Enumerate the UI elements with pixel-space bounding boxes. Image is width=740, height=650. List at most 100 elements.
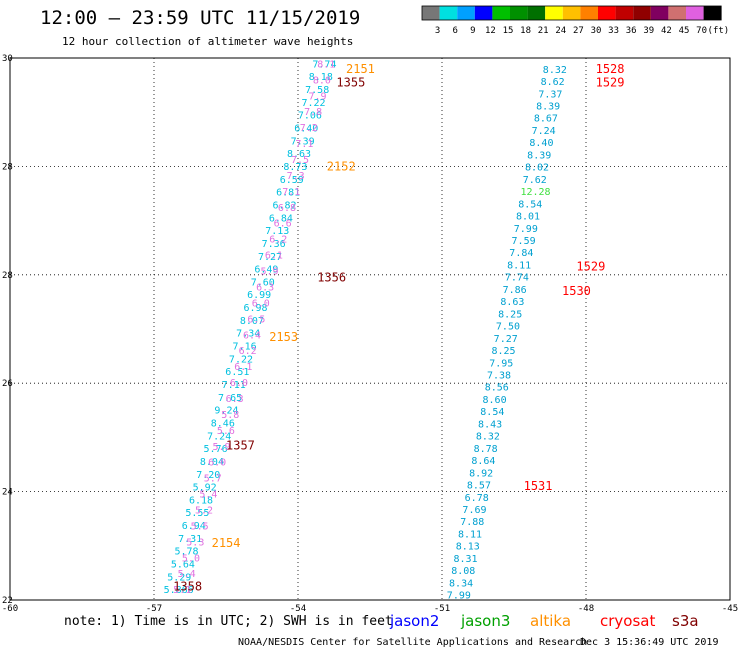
altika-swh-value: 7.58 — [305, 85, 329, 96]
legend-item-jason2: jason2 — [389, 612, 439, 630]
cryosat-swh-value: 8.54 — [518, 199, 542, 210]
cryosat-swh-value: 6.78 — [465, 493, 489, 504]
altika-swh-value: 6.59 — [280, 175, 304, 186]
cryosat-swh-value: 8.25 — [498, 309, 522, 320]
cryosat-swh-value: 7.99 — [514, 224, 538, 235]
colorbar-label: 30 — [591, 26, 602, 36]
colorbar-swatch — [474, 6, 493, 20]
cryosat-swh-value: 8.40 — [529, 138, 553, 149]
x-tick-label: -57 — [146, 604, 162, 614]
colorbar-label: 12 — [485, 26, 496, 36]
cryosat-swh-value: 8.11 — [507, 260, 531, 271]
colorbar-label: 3 — [435, 26, 440, 36]
altika-swh-value: 8.73 — [283, 162, 307, 173]
y-tick-label: 26 — [2, 379, 13, 389]
footer-timestamp: Dec 3 15:36:49 UTC 2019 — [580, 637, 718, 648]
altika-swh-value: 7.65 — [218, 393, 242, 404]
altika-swh-value: 7.60 — [251, 277, 275, 288]
y-tick-label: 22 — [2, 596, 13, 606]
cryosat-swh-value: 8.63 — [500, 297, 524, 308]
colorbar-swatch — [598, 6, 616, 20]
chart-subtitle: 12 hour collection of altimeter wave hei… — [62, 35, 353, 48]
cryosat-swh-value: 7.50 — [496, 322, 520, 333]
s3a-swh-value: 6.5 — [247, 314, 265, 325]
colorbar-swatch — [422, 6, 440, 20]
time-label: 2154 — [212, 536, 241, 550]
s3a-swh-value: 5.5 — [191, 521, 209, 532]
colorbar-label: 18 — [520, 26, 531, 36]
altika-swh-value: 5.92 — [193, 483, 217, 494]
altika-swh-value: 7.22 — [302, 98, 326, 109]
cryosat-swh-value: 8.13 — [456, 542, 480, 553]
altika-swh-value: 6.49 — [254, 265, 278, 276]
cryosat-swh-value: 8.78 — [474, 444, 498, 455]
altika-swh-value: 6.51 — [225, 367, 249, 378]
colorbar: 3 6 9 12 15 18 21 24 27 30 33 36 39 42 45 70 (ft) — [421, 5, 729, 36]
colorbar-label: 15 — [503, 26, 514, 36]
colorbar-label: 42 — [661, 26, 672, 36]
colorbar-swatch — [686, 6, 704, 20]
cryosat-swh-value: 7.37 — [538, 89, 562, 100]
footer-note: note: 1) Time is in UTC; 2) SWH is in fe… — [64, 614, 393, 629]
altika-swh-value: 7.13 — [265, 226, 289, 237]
s3a-swh-value: 7.9 — [308, 91, 326, 102]
colorbar-label: 33 — [608, 26, 619, 36]
x-tick-label: -51 — [434, 604, 450, 614]
colorbar-swatch — [580, 6, 598, 20]
altika-swh-value: 6.94 — [182, 521, 206, 532]
altika-swh-value: 7.24 — [207, 431, 231, 442]
time-label: 2151 — [346, 62, 375, 76]
altika-swh-value: 6.82 — [272, 200, 296, 211]
s3a-swh-value: 7.3 — [287, 171, 305, 182]
s3a-swh-value: 6.0 — [252, 298, 270, 309]
s3a-swh-value: 5.6 — [217, 426, 235, 437]
colorbar-label: 21 — [538, 26, 549, 36]
cryosat-swh-value: 7.59 — [512, 236, 536, 247]
altika-swh-value: 6.98 — [243, 303, 267, 314]
s3a-swh-value: 6.0 — [208, 458, 226, 469]
y-tick-label: 30 — [2, 54, 13, 64]
legend: jason2 jason3 altika cryosat s3a — [389, 612, 699, 630]
cryosat-swh-value: 8.64 — [471, 456, 495, 467]
time-label: 1529 — [596, 75, 625, 89]
time-label: 1530 — [562, 284, 591, 298]
altika-swh-value: 5.64 — [171, 560, 195, 571]
s3a-swh-value: 6.8 — [278, 203, 296, 214]
time-label: 1356 — [317, 271, 346, 285]
s3a-swh-value: 5.1 — [173, 585, 191, 596]
colorbar-border — [421, 5, 722, 21]
altika-swh-value: 7.27 — [258, 252, 282, 263]
data-points: 7.748.187.587.227.066.407.398.638.736.59… — [164, 59, 567, 601]
s3a-swh-value: 6.3 — [226, 394, 244, 405]
colorbar-swatch — [615, 6, 634, 20]
altika-swh-value: 7.20 — [196, 470, 220, 481]
y-tick-label: 20 — [2, 0, 13, 3]
s3a-swh-value: 6.2 — [239, 346, 257, 357]
legend-item-s3a: s3a — [672, 612, 699, 630]
cryosat-swh-value: 8.32 — [543, 65, 567, 76]
altika-swh-value: 8.04 — [200, 457, 224, 468]
colorbar-swatch — [439, 6, 458, 20]
cryosat-swh-value: 7.27 — [494, 334, 518, 345]
colorbar-label: 27 — [573, 26, 584, 36]
colorbar-swatch — [562, 6, 581, 20]
time-label: 1355 — [336, 75, 365, 89]
colorbar-swatch — [457, 6, 475, 20]
s3a-swh-value: 5.8 — [221, 410, 239, 421]
x-tick-label: -45 — [722, 604, 738, 614]
altika-swh-value: 8.07 — [240, 316, 264, 327]
s3a-swh-value: 7.5 — [291, 155, 309, 166]
colorbar-label: 9 — [470, 26, 475, 36]
cryosat-swh-value: 8.62 — [541, 77, 565, 88]
s3a-swh-value: 8.0 — [313, 75, 331, 86]
s3a-swh-value: 5.4 — [178, 569, 196, 580]
cryosat-swh-value: 8.02 — [525, 163, 549, 174]
altika-swh-value: 7.16 — [233, 342, 257, 353]
altika-swh-value: 5.29 — [167, 572, 191, 583]
s3a-swh-value: 5.3 — [186, 537, 204, 548]
cryosat-swh-value: 8.56 — [485, 383, 509, 394]
plot-frame — [9, 57, 731, 601]
cryosat-swh-value: 8.57 — [467, 481, 491, 492]
altika-swh-value: 6.18 — [189, 495, 213, 506]
